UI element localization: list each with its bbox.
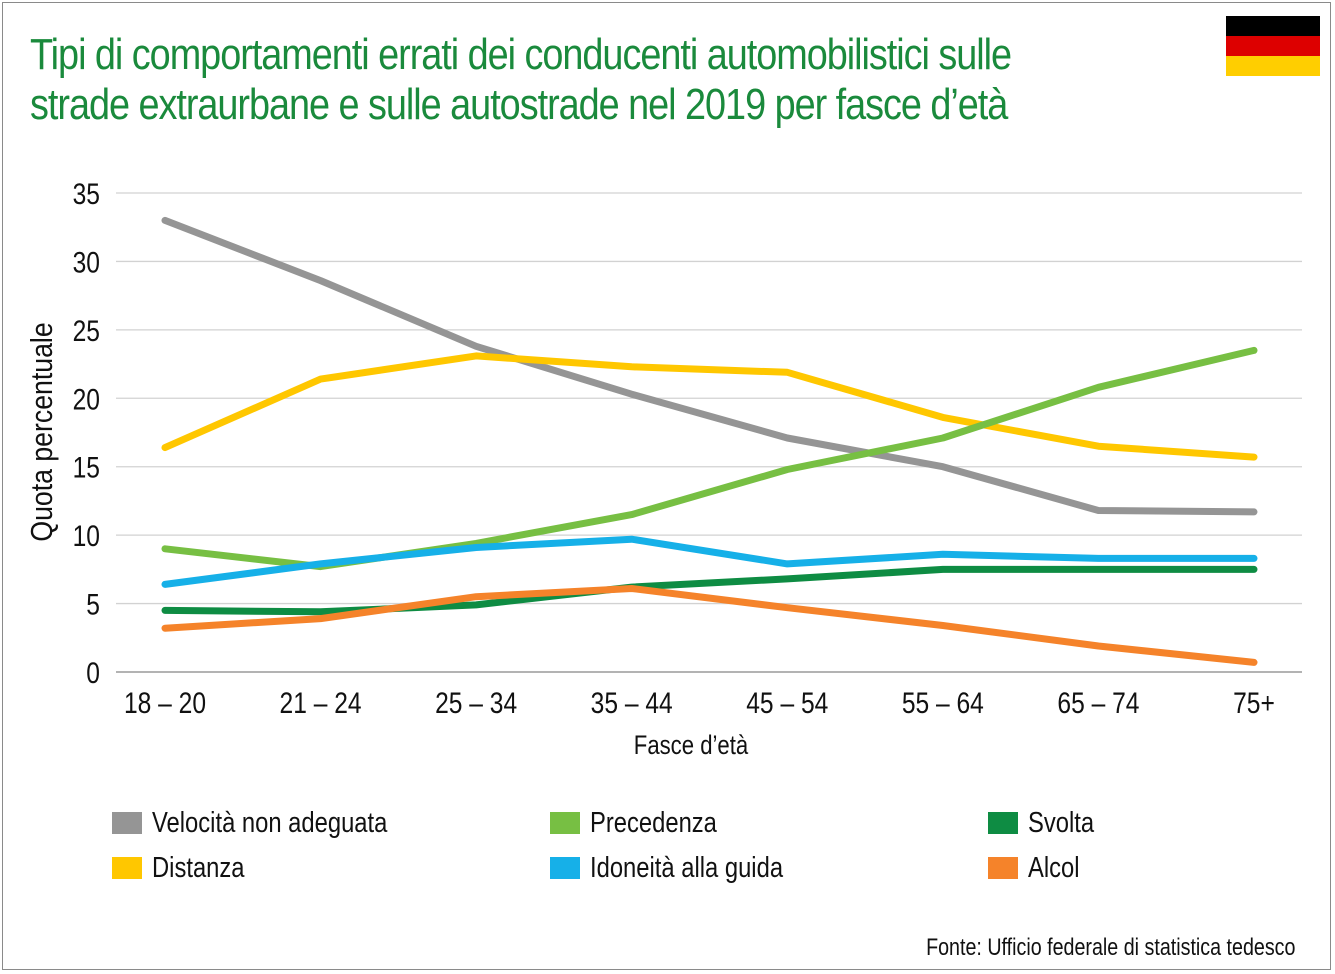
chart-title: Tipi di comportamenti errati dei conduce… — [30, 30, 1045, 130]
flag-stripe-red — [1226, 36, 1320, 56]
x-tick-label-8: 75+ — [1233, 686, 1275, 720]
y-tick-label-10: 10 — [73, 519, 100, 553]
x-tick-label-7: 65 – 74 — [1057, 686, 1139, 720]
chart-title-line-2: strade extraurbane e sulle autostrade ne… — [30, 80, 1008, 129]
legend-swatch-idoneita-alla-guida — [550, 857, 580, 879]
y-tick-label-20: 20 — [73, 382, 100, 416]
y-tick-label-15: 15 — [73, 450, 100, 484]
series-line-idoneita-alla-guida — [161, 535, 1258, 588]
germany-flag-icon — [1226, 16, 1320, 76]
legend-item-idoneita-alla-guida: Idoneità alla guida — [550, 851, 825, 884]
x-tick-label-5: 45 – 54 — [746, 686, 828, 720]
x-tick-label-4: 35 – 44 — [591, 686, 673, 720]
source-note: Fonte: Ufficio federale di statistica te… — [925, 934, 1295, 961]
series-line-svolta — [161, 565, 1258, 616]
legend-swatch-precedenza — [550, 812, 580, 834]
legend-item-distanza: Distanza — [112, 851, 265, 884]
series-line-velocita-non-adeguata — [161, 216, 1258, 516]
y-tick-label-35: 35 — [73, 177, 100, 211]
legend-label-precedenza: Precedenza — [590, 806, 717, 839]
y-tick-label-5: 5 — [86, 587, 100, 621]
legend-item-svolta: Svolta — [988, 806, 1109, 839]
legend-item-alcol: Alcol — [988, 851, 1091, 884]
y-tick-label-30: 30 — [73, 245, 100, 279]
x-tick-label-2: 21 – 24 — [280, 686, 362, 720]
legend-swatch-svolta — [988, 812, 1018, 834]
y-axis-label: Quota percentuale — [25, 322, 59, 541]
legend-swatch-distanza — [112, 857, 142, 879]
y-tick-label-0: 0 — [86, 656, 100, 690]
x-axis-label: Fasce d’età — [634, 731, 749, 761]
series-line-precedenza — [161, 346, 1258, 571]
legend-label-idoneita-alla-guida: Idoneità alla guida — [590, 851, 784, 884]
flag-stripe-black — [1226, 16, 1320, 36]
legend-item-precedenza: Precedenza — [550, 806, 745, 839]
chart-title-line-1: Tipi di comportamenti errati dei conduce… — [30, 30, 1012, 79]
x-tick-label-1: 18 – 20 — [124, 686, 206, 720]
legend-swatch-alcol — [988, 857, 1018, 879]
line-chart: 0 5 10 15 20 25 30 35 18 – 20 21 – 24 25 – 34 35 – … — [25, 177, 1302, 761]
series-line-distanza — [161, 352, 1258, 461]
series-line-alcol — [161, 585, 1258, 666]
legend-item-velocita-non-adeguata: Velocità non adeguata — [112, 806, 439, 839]
x-tick-label-3: 25 – 34 — [435, 686, 517, 720]
flag-stripe-gold — [1226, 56, 1320, 76]
legend-swatch-velocita-non-adeguata — [112, 812, 142, 834]
legend-label-alcol: Alcol — [1028, 851, 1080, 884]
x-tick-label-6: 55 – 64 — [902, 686, 984, 720]
y-tick-label-25: 25 — [73, 314, 100, 348]
legend-label-svolta: Svolta — [1028, 806, 1095, 839]
legend-label-velocita-non-adeguata: Velocità non adeguata — [152, 806, 388, 839]
legend-label-distanza: Distanza — [152, 851, 245, 884]
